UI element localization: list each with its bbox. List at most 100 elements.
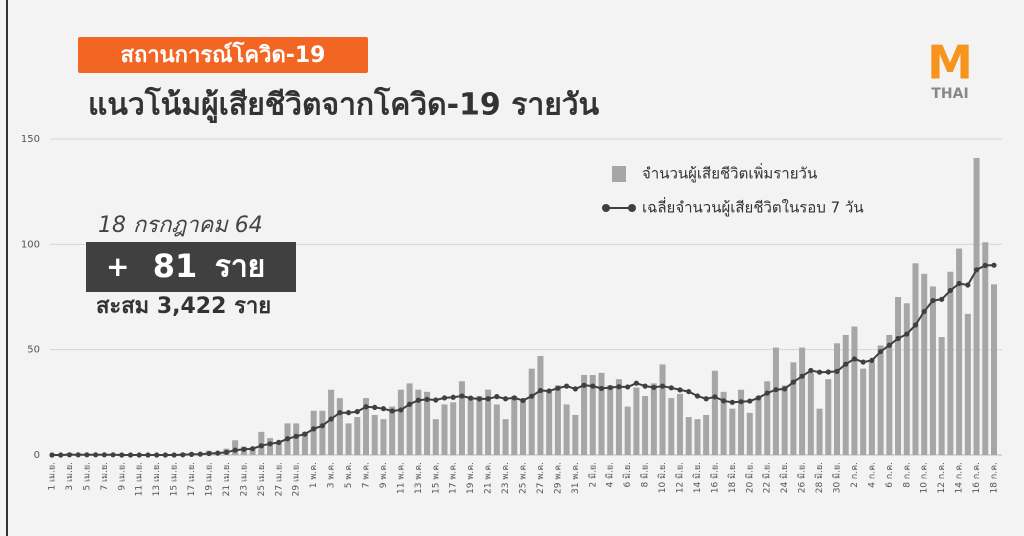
average-point <box>354 409 360 415</box>
average-point <box>119 452 125 458</box>
bar <box>807 372 814 455</box>
average-point <box>912 322 919 328</box>
title: แนวโน้มผู้เสียชีวิตจากโควิด-19 รายวัน <box>88 86 600 124</box>
bar <box>432 419 439 455</box>
x-tick-label: 28 มิ.ย. <box>814 462 825 493</box>
x-tick-label: 8 ก.ค. <box>902 462 912 488</box>
average-point <box>895 335 901 342</box>
x-tick-label: 23 เม.ย. <box>239 462 249 496</box>
average-point <box>816 369 823 375</box>
bar <box>668 398 675 455</box>
average-point <box>424 396 430 402</box>
average-point <box>110 452 116 458</box>
bar <box>328 389 335 455</box>
average-point <box>363 404 369 410</box>
x-tick-label: 12 ก.ค. <box>937 462 947 494</box>
bar <box>589 374 596 455</box>
average-point <box>459 393 465 399</box>
bar <box>363 398 369 455</box>
average-point <box>659 383 666 389</box>
bar <box>424 391 431 455</box>
average-point <box>991 262 997 268</box>
average-point <box>502 396 509 402</box>
bar <box>354 417 361 455</box>
average-point <box>598 385 605 392</box>
bar <box>799 347 806 455</box>
bar <box>275 442 282 455</box>
x-tick-label: 27 พ.ค. <box>536 462 546 494</box>
average-point <box>49 452 55 458</box>
x-tick-label: 2 มิ.ย. <box>587 462 598 488</box>
summary-unit: ราย <box>215 250 266 285</box>
x-tick-label: 10 มิ.ย. <box>657 462 668 493</box>
average-point <box>232 447 238 453</box>
bar <box>991 284 997 455</box>
y-tick-label: 50 <box>27 345 40 356</box>
average-point <box>197 451 203 457</box>
bar <box>249 448 256 455</box>
bar <box>502 419 509 455</box>
bar <box>921 273 928 455</box>
x-tick-label: 9 เม.ย. <box>117 462 127 491</box>
average-point <box>633 380 639 386</box>
y-tick-label: 150 <box>21 134 40 145</box>
x-tick-label: 2 ก.ค. <box>850 462 860 488</box>
average-point <box>572 386 578 392</box>
x-tick-label: 17 พ.ค. <box>449 462 459 494</box>
average-point <box>642 383 648 389</box>
bar <box>511 396 518 455</box>
average-point <box>625 384 631 390</box>
x-tick-label: 8 มิ.ย. <box>640 462 651 488</box>
bar <box>729 408 736 455</box>
bar <box>633 387 640 455</box>
bar <box>345 423 352 455</box>
bar <box>520 400 526 455</box>
average-point <box>965 282 971 288</box>
average-point <box>328 416 334 422</box>
average-point <box>973 267 980 273</box>
summary-box <box>86 242 296 292</box>
average-point <box>921 308 927 315</box>
average-point <box>703 396 709 402</box>
summary-date: 18 กรกฎาคม 64 <box>98 213 263 238</box>
x-tick-label: 21 เม.ย. <box>222 462 232 496</box>
x-tick-label: 31 พ.ค. <box>571 462 581 494</box>
x-tick-label: 14 ก.ค. <box>955 462 965 494</box>
bar <box>738 389 745 455</box>
bar <box>711 370 718 455</box>
x-tick-label: 20 มิ.ย. <box>744 462 755 493</box>
summary-today: 81 <box>153 247 198 285</box>
bar <box>441 404 448 455</box>
average-point <box>302 431 308 437</box>
average-point <box>799 373 805 379</box>
average-point <box>415 397 421 403</box>
average-point <box>154 452 160 458</box>
bar <box>598 372 605 455</box>
bar <box>720 391 727 455</box>
bar <box>406 383 413 455</box>
x-tick-label: 29 เม.ย. <box>292 462 302 496</box>
average-point <box>188 451 195 457</box>
average-point <box>808 367 814 374</box>
bar <box>938 337 945 455</box>
average-point <box>843 361 849 367</box>
x-tick-label: 26 มิ.ย. <box>797 462 808 493</box>
x-tick-label: 19 เม.ย. <box>205 462 215 496</box>
bar <box>397 389 404 455</box>
bar <box>301 431 308 455</box>
x-tick-label: 13 พ.ค. <box>414 462 424 494</box>
bar <box>554 385 561 455</box>
bar <box>816 408 823 455</box>
average-point <box>380 406 387 412</box>
bar <box>912 263 919 455</box>
x-tick-label: 3 พ.ค. <box>327 462 337 488</box>
y-tick-label: 100 <box>21 239 40 250</box>
bar <box>458 381 465 455</box>
bar <box>563 404 570 455</box>
average-point <box>93 452 99 458</box>
x-tick-label: 25 พ.ค. <box>519 462 529 494</box>
x-tick-label: 22 มิ.ย. <box>762 462 773 493</box>
plot: 0 50 100 150 1 เม.ย. 3 เม.ย. 5 เม.ย. 7 เม.ย. 9 เ… <box>21 134 1002 496</box>
bar <box>493 404 500 455</box>
summary-prefix: + <box>106 250 129 283</box>
